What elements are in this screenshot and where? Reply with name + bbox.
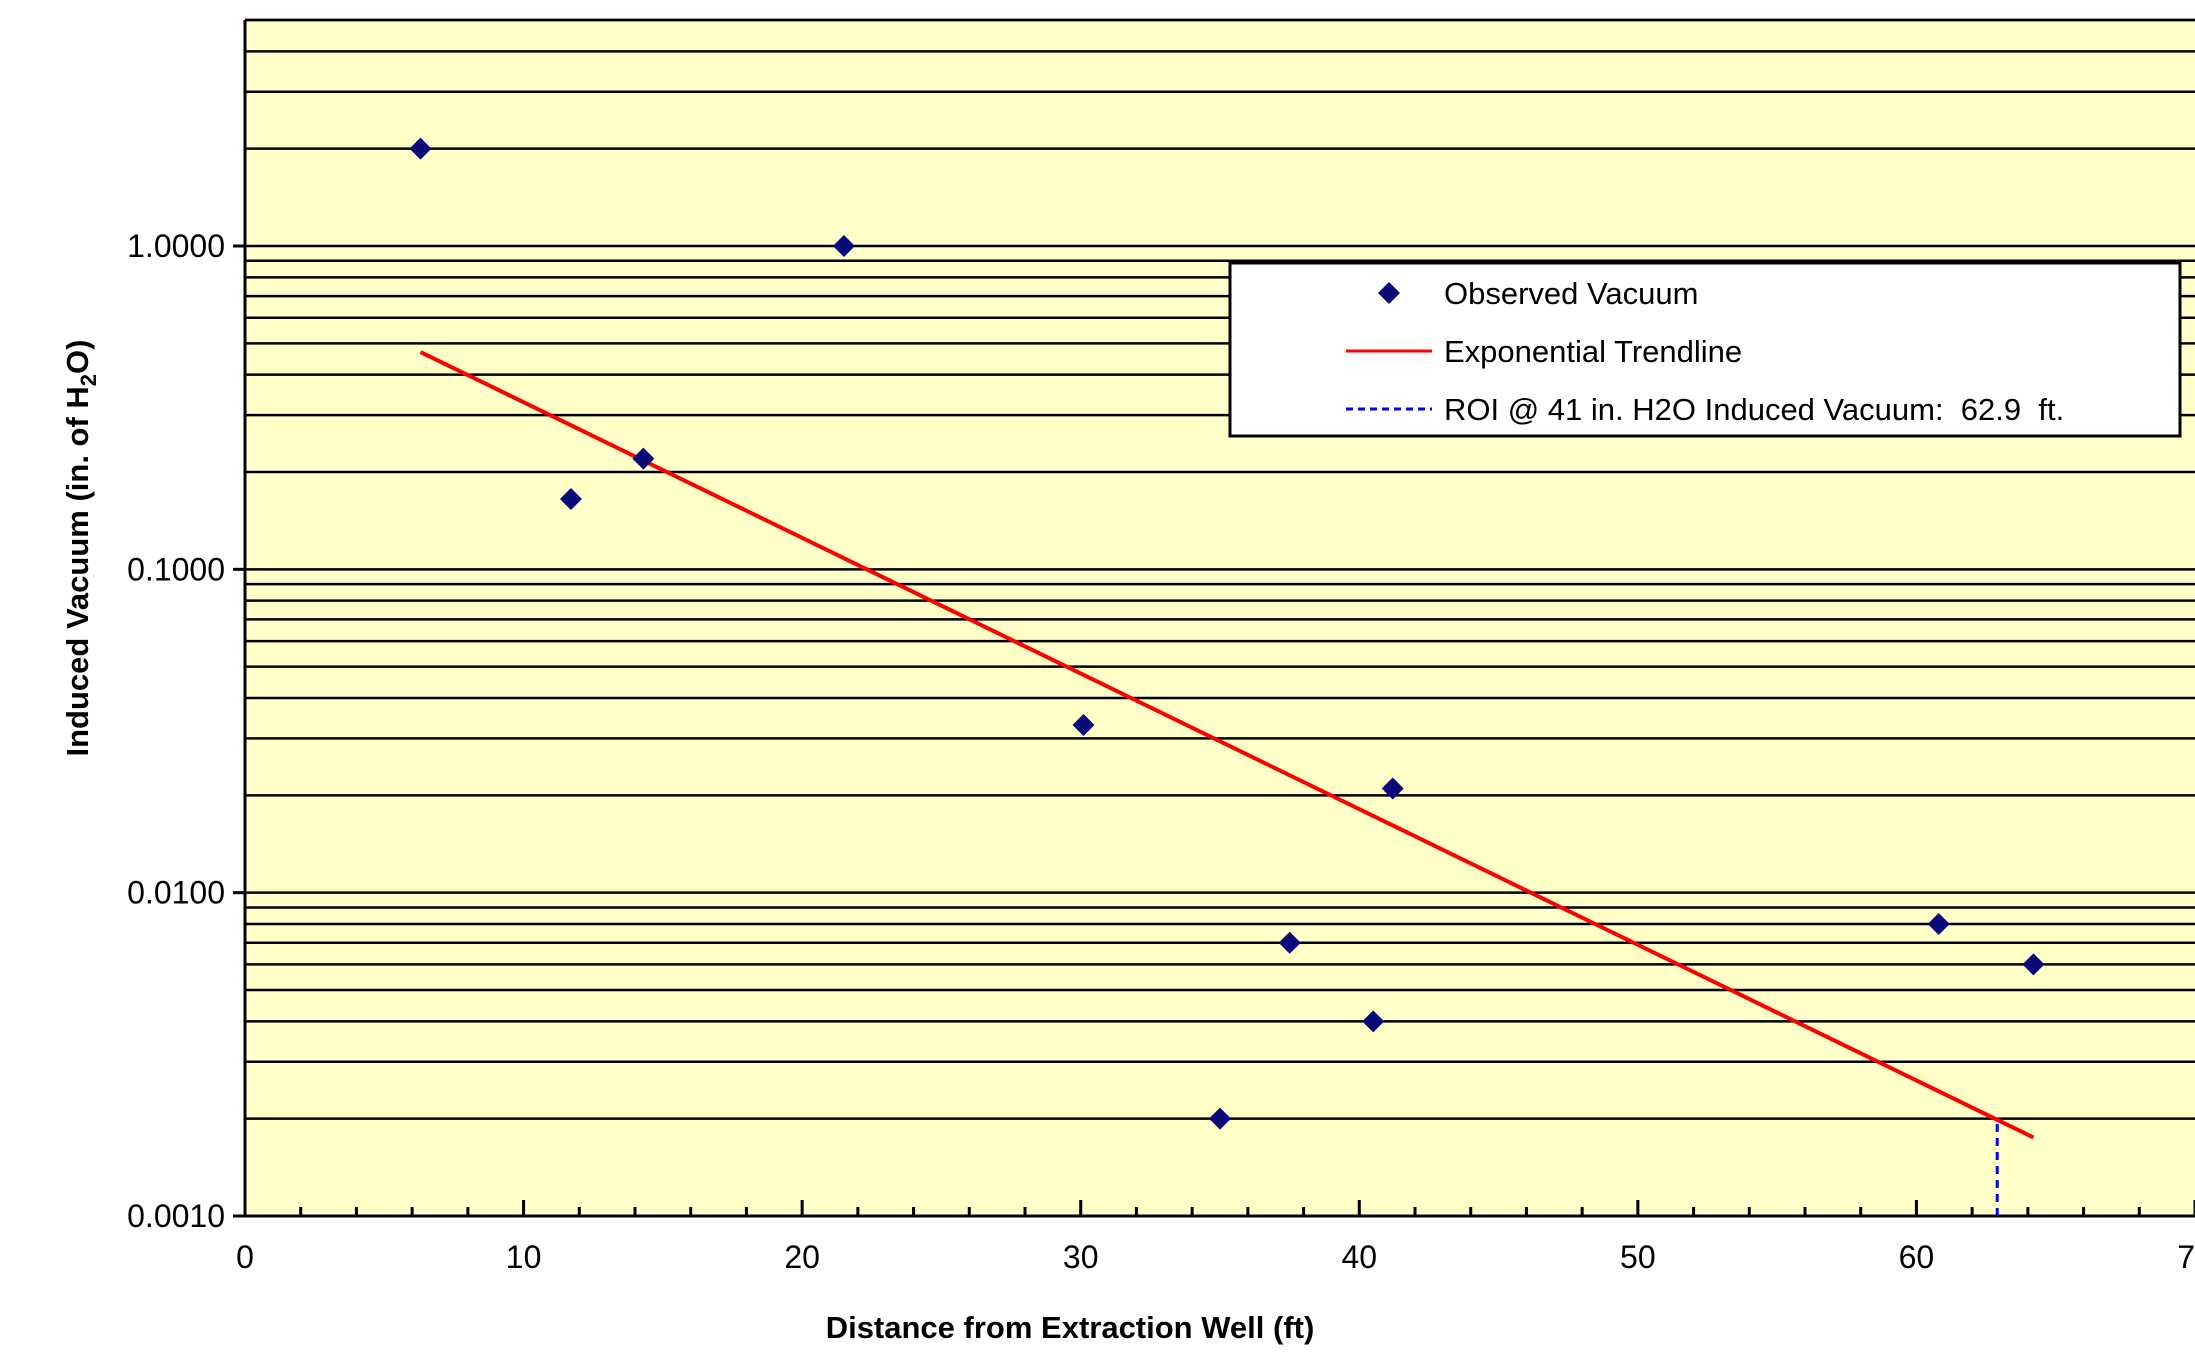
y-tick-label: 0.0100 <box>127 875 225 911</box>
data-point <box>559 488 582 511</box>
y-axis-title: Induced Vacuum (in. of H2O) <box>60 340 101 757</box>
data-point <box>1381 777 1404 800</box>
data-point <box>832 235 855 258</box>
y-tick-label: 1.0000 <box>127 228 225 264</box>
data-point <box>1362 1010 1385 1033</box>
legend-label-exponential-trendline: Exponential Trendline <box>1444 334 1742 369</box>
data-point <box>1072 714 1095 737</box>
x-tick-label: 70 <box>2177 1239 2195 1275</box>
y-tick-label: 0.0010 <box>127 1198 225 1234</box>
legend-label-roi: ROI @ 41 in. H2O Induced Vacuum: 62.9 ft… <box>1444 392 2064 427</box>
legend: Observed Vacuum Exponential Trendline RO… <box>1228 261 2182 438</box>
legend-label-observed-vacuum: Observed Vacuum <box>1444 276 1698 311</box>
x-tick-label: 30 <box>1063 1239 1099 1275</box>
y-axis-title-part: Induced Vacuum (in. of H <box>60 386 95 756</box>
y-axis-title-part: O) <box>60 340 95 374</box>
data-point <box>632 447 655 470</box>
x-tick-label: 10 <box>506 1239 542 1275</box>
data-point <box>1209 1107 1231 1130</box>
series <box>409 137 2045 1216</box>
data-point <box>1927 913 1950 936</box>
y-tick-label: 0.1000 <box>127 551 225 587</box>
x-tick-label: 50 <box>1620 1239 1656 1275</box>
axes: 0 10 20 30 40 50 60 70 1.0000 0.1000 0.0100 0.0010 <box>127 20 2195 1275</box>
trendline <box>419 350 2035 1140</box>
data-point <box>409 137 432 160</box>
legend-marker-observed-vacuum <box>1378 282 1400 304</box>
data-point <box>1278 931 1301 954</box>
x-tick-label: 40 <box>1341 1239 1377 1275</box>
x-tick-label: 60 <box>1899 1239 1935 1275</box>
x-tick-label: 20 <box>784 1239 820 1275</box>
x-tick-label: 0 <box>236 1239 254 1275</box>
y-axis-title-subscript: 2 <box>76 374 101 386</box>
plot-area <box>245 20 2195 1216</box>
x-axis-title: Distance from Extraction Well (ft) <box>826 1310 1315 1345</box>
data-point <box>2022 953 2045 976</box>
